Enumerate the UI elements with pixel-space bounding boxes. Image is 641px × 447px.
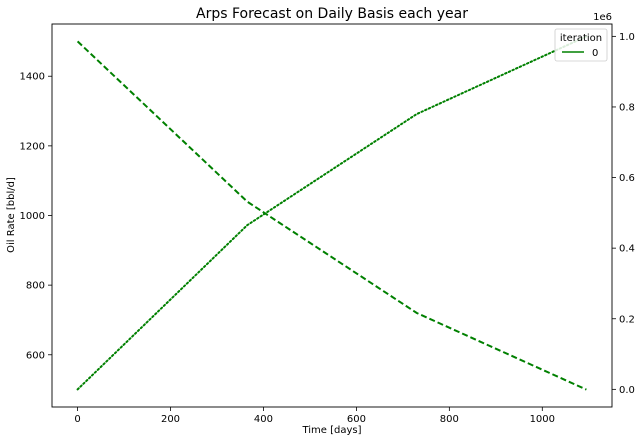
y-tick-label: 1200 <box>20 141 45 152</box>
y2-axis-ticks: 0.0 0.2 0.4 0.6 0.8 1.0 <box>612 32 635 396</box>
y2-tick-label: 0.2 <box>619 314 635 325</box>
legend-box <box>554 28 608 62</box>
series-line-rate <box>76 40 587 391</box>
series-lines <box>76 35 588 391</box>
x-axis-ticks: 0 200 400 600 800 1000 <box>74 407 555 425</box>
x-tick-label: 600 <box>347 414 366 425</box>
chart-title: Arps Forecast on Daily Basis each year <box>196 6 468 22</box>
y2-tick-label: 0.0 <box>619 385 635 396</box>
y2-tick-label: 0.8 <box>619 102 635 113</box>
x-axis-label: Time [days] <box>301 425 361 436</box>
y2-tick-label: 1.0 <box>619 32 635 43</box>
legend-entry-0: 0 <box>592 48 598 59</box>
y2-tick-label: 0.4 <box>619 244 635 255</box>
x-tick-label: 800 <box>440 414 459 425</box>
y-tick-label: 1400 <box>20 72 45 83</box>
x-tick-label: 400 <box>254 414 273 425</box>
y-tick-label: 800 <box>26 281 45 292</box>
x-tick-label: 200 <box>161 414 180 425</box>
legend-title: iteration <box>560 33 602 44</box>
y-axis-ticks: 600 800 1000 1200 1400 <box>20 72 52 361</box>
x-tick-label: 0 <box>74 414 80 425</box>
x-tick-label: 1000 <box>530 414 555 425</box>
y-tick-label: 1000 <box>20 211 45 222</box>
y-tick-label: 600 <box>26 350 45 361</box>
series-line-cumulative <box>76 35 588 391</box>
y2-offset-label: 1e6 <box>593 12 612 23</box>
y-axis-label: Oil Rate [bbl/d] <box>6 177 17 253</box>
legend: iteration 0 <box>554 28 608 62</box>
y2-tick-label: 0.6 <box>619 173 635 184</box>
